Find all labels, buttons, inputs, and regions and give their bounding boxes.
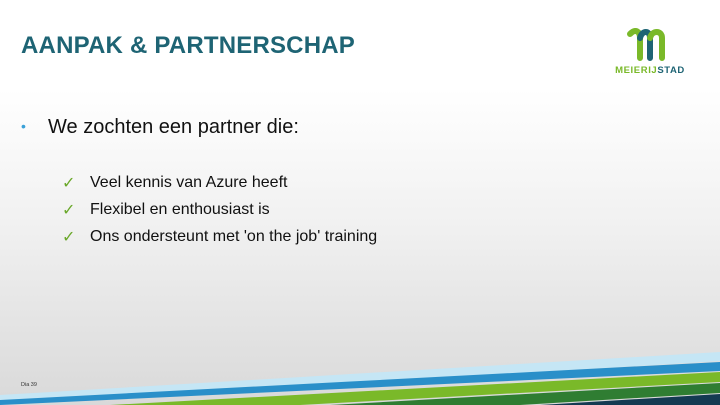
- logo-wordmark-part2: STAD: [657, 65, 685, 76]
- checklist-item-text: Flexibel en enthousiast is: [90, 201, 270, 218]
- logo-wordmark-part1: MEIERIJ: [615, 65, 658, 76]
- band-dark-green: [330, 383, 720, 405]
- bullet-dot-icon: •: [21, 118, 26, 134]
- band-navy: [540, 394, 720, 405]
- checklist-item-text: Veel kennis van Azure heeft: [90, 174, 288, 191]
- slide-number: Dia 39: [21, 382, 37, 388]
- meierijstad-logo-icon: [627, 28, 665, 61]
- meierijstad-logo: MEIERIJSTAD: [604, 28, 692, 78]
- checkmark-icon: ✓: [62, 202, 76, 219]
- checkmark-icon: ✓: [62, 175, 76, 192]
- logo-wordmark: MEIERIJSTAD: [608, 65, 692, 76]
- checklist-item-text: Ons ondersteunt met 'on the job' trainin…: [90, 228, 378, 245]
- checkmark-icon: ✓: [62, 229, 76, 246]
- band-green: [110, 372, 720, 405]
- slide-title: AANPAK & PARTNERSCHAP: [21, 32, 355, 59]
- bullet-text: We zochten een partner die:: [48, 116, 299, 138]
- band-blue: [0, 362, 720, 405]
